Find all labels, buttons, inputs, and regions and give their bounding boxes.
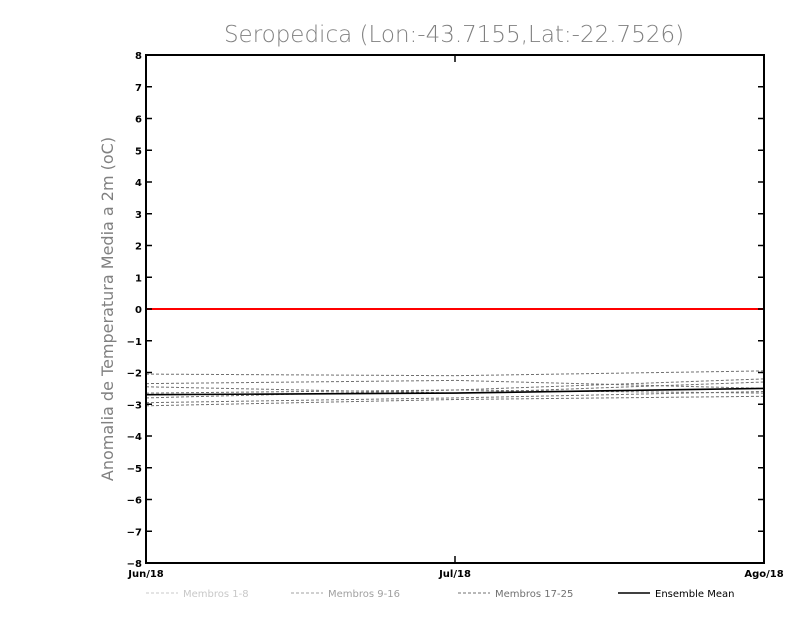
legend-label-4: Ensemble Mean (655, 589, 734, 600)
x-tick-label: Jul/18 (438, 569, 471, 580)
ensemble-mean-polyline (145, 387, 765, 396)
ensemble-mean-line (145, 387, 765, 396)
y-tick-label: 7 (135, 83, 142, 94)
y-tick-label: −5 (127, 464, 142, 475)
chart-title: Seropedica (Lon:-43.7155,Lat:-22.7526) (224, 22, 684, 48)
legend-label-1: Membros 1-8 (183, 589, 249, 600)
member-line-3-2 (145, 379, 765, 389)
member-line-3-1 (145, 370, 765, 377)
legend: Membros 1-8 Membros 9-16 Membros 17-25 Ense… (146, 589, 734, 600)
member-lines (145, 370, 765, 407)
member-line-3-7 (145, 395, 765, 407)
y-tick-label: −7 (127, 527, 142, 538)
y-tick-label: −4 (127, 432, 142, 443)
y-tick-label: 1 (135, 273, 142, 284)
y-tick-label: −6 (127, 496, 142, 507)
member-line-3-5 (145, 389, 765, 399)
member-line-3-3 (145, 381, 765, 394)
x-tick-label: Ago/18 (744, 569, 783, 580)
member-line-3-4 (145, 378, 765, 394)
legend-label-2: Membros 9-16 (328, 589, 400, 600)
x-axis-ticks: Jun/18 Jul/18 Ago/18 (127, 55, 784, 580)
y-tick-label: 5 (135, 146, 142, 157)
y-axis-ticks: −8 −7 −6 −5 −4 −3 −2 −1 0 1 2 3 4 5 6 7 8 (127, 51, 764, 570)
y-tick-label: 4 (135, 178, 142, 189)
y-axis-label: Anomalia de Temperatura Media a 2m (oC) (98, 137, 117, 481)
y-tick-label: 0 (135, 305, 142, 316)
member-line-3-6 (145, 391, 765, 404)
x-tick-label: Jun/18 (127, 569, 164, 580)
legend-label-3: Membros 17-25 (495, 589, 573, 600)
y-tick-label: 2 (135, 242, 142, 253)
y-tick-label: −8 (127, 559, 142, 570)
y-tick-label: −1 (127, 337, 142, 348)
y-tick-label: −3 (127, 400, 142, 411)
y-tick-label: 8 (135, 51, 142, 62)
y-tick-label: 3 (135, 210, 142, 221)
y-tick-label: 6 (135, 115, 142, 126)
y-tick-label: −2 (127, 369, 142, 380)
